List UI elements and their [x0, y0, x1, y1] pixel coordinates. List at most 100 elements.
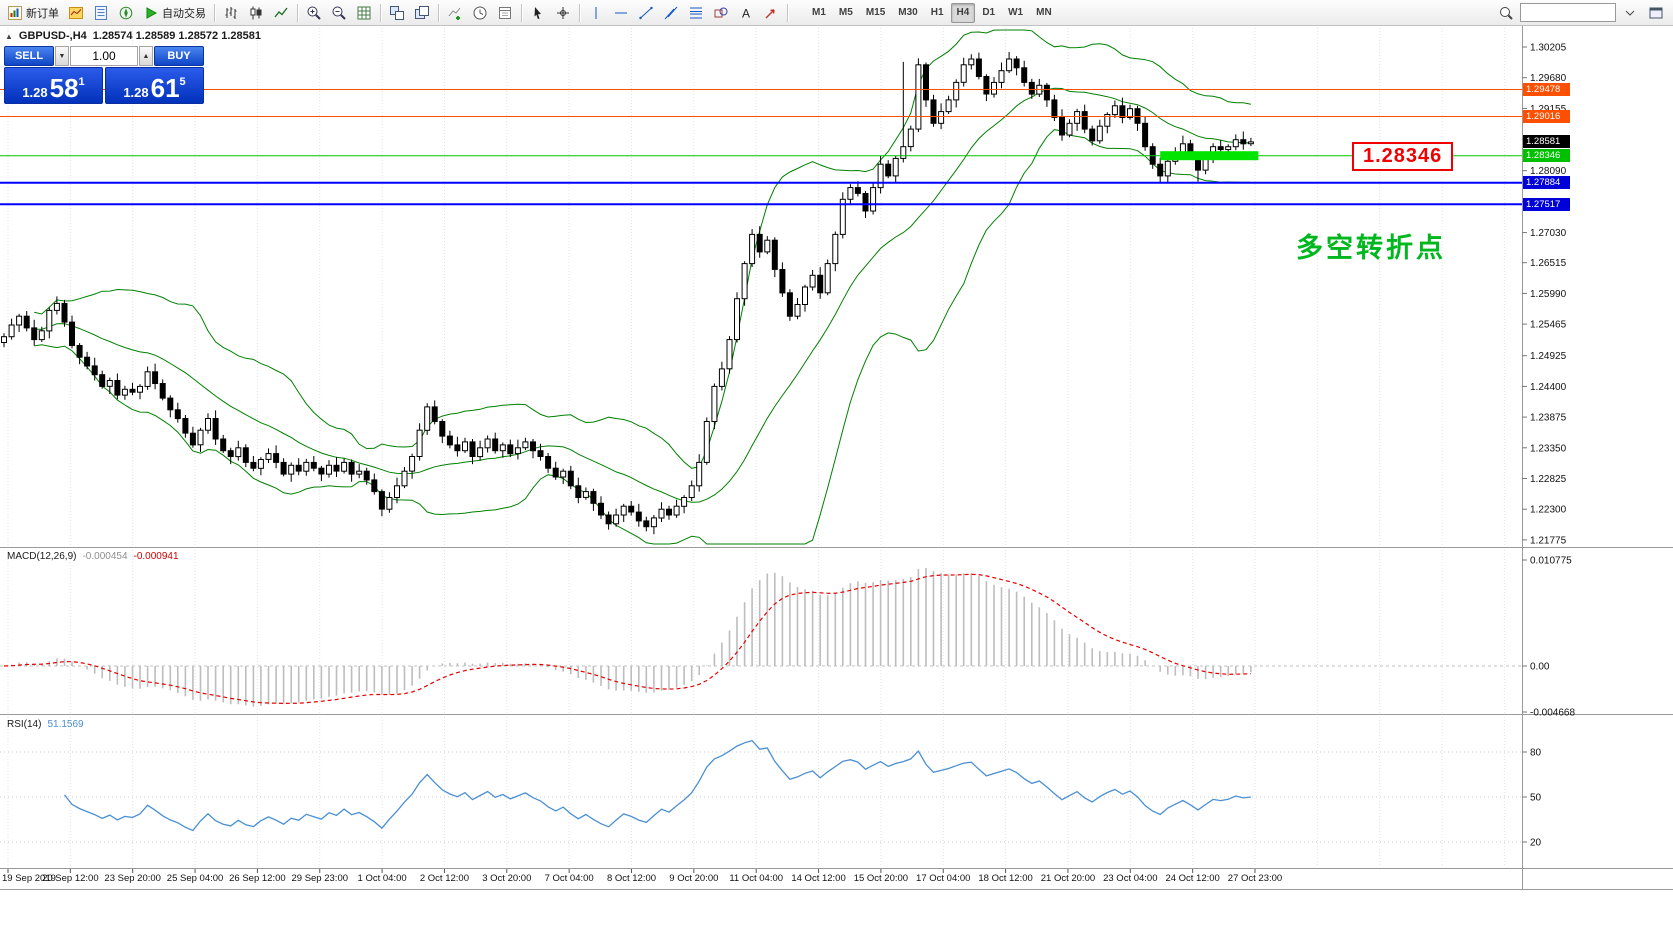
vertical-line-button[interactable] — [584, 2, 608, 24]
timeframe-button-h1[interactable]: H1 — [930, 7, 944, 18]
svg-text:23 Oct 04:00: 23 Oct 04:00 — [1103, 873, 1157, 884]
new-order-icon — [8, 5, 22, 20]
shapes-icon — [714, 7, 728, 17]
search-input[interactable] — [1520, 3, 1616, 22]
svg-text:0.010775: 0.010775 — [1530, 556, 1572, 567]
svg-text:1.21775: 1.21775 — [1530, 535, 1567, 546]
resistance-label-1[interactable]: 1.29478 — [1523, 83, 1570, 96]
data-window-icon — [95, 5, 107, 20]
toolbar-separator — [521, 3, 522, 22]
zoom-in-button[interactable] — [302, 2, 326, 24]
grid-lines — [7, 28, 1505, 867]
cursor-button[interactable] — [526, 2, 550, 24]
turning-point-note[interactable]: 多空转折点 — [1296, 233, 1446, 263]
candlestick-button[interactable] — [244, 2, 268, 24]
autotrading-button-label: 自动交易 — [162, 7, 206, 20]
fibo-icon — [690, 7, 702, 18]
sell-price-pane[interactable]: 1.28 58 1 — [4, 67, 103, 104]
current-price-label: 1.28581 — [1523, 135, 1570, 149]
navigator-button[interactable] — [114, 2, 138, 24]
timeframe-button-m1[interactable]: M1 — [812, 7, 826, 18]
timeframe-button-m5[interactable]: M5 — [838, 7, 853, 18]
timeframe-button-d1[interactable]: D1 — [982, 7, 996, 18]
buy-button[interactable]: BUY — [154, 46, 204, 66]
toolbar-separator — [438, 3, 439, 22]
bar-chart-button[interactable] — [219, 2, 243, 24]
sell-button[interactable]: SELL — [4, 46, 54, 66]
svg-text:26 Sep 12:00: 26 Sep 12:00 — [229, 873, 286, 884]
zoom-out-button[interactable] — [327, 2, 351, 24]
candlestick-icon — [250, 6, 262, 19]
horizontal-line-button[interactable] — [609, 2, 633, 24]
fullscreen-button[interactable] — [1644, 2, 1668, 24]
toolbar-separator — [579, 3, 580, 22]
search-button[interactable] — [1494, 2, 1518, 24]
rsi-indicator-label: RSI(14) 51.1569 — [7, 719, 84, 730]
svg-text:0.00: 0.00 — [1530, 662, 1550, 673]
svg-text:9 Oct 20:00: 9 Oct 20:00 — [669, 873, 718, 884]
crosshair-icon — [557, 6, 569, 19]
svg-text:80: 80 — [1530, 748, 1542, 759]
macd-name: MACD(12,26,9) — [7, 551, 77, 562]
svg-text:21 Oct 20:00: 21 Oct 20:00 — [1041, 873, 1095, 884]
indicators-button[interactable] — [443, 2, 467, 24]
timeframe-button-w1[interactable]: W1 — [1008, 7, 1024, 18]
arrows-button[interactable] — [759, 2, 783, 24]
channel-button[interactable] — [659, 2, 683, 24]
new-order-button[interactable]: 新订单 — [3, 2, 63, 24]
fibonacci-button[interactable] — [684, 2, 708, 24]
clock-icon — [473, 6, 487, 19]
price-callout[interactable]: 1.28346 — [1352, 142, 1454, 171]
periods-button[interactable] — [468, 2, 492, 24]
candlestick-series — [1, 52, 1254, 535]
svg-text:18 Oct 12:00: 18 Oct 12:00 — [978, 873, 1032, 884]
timeframe-button-h4[interactable]: H4 — [950, 2, 976, 23]
tile-windows-button[interactable] — [385, 2, 409, 24]
svg-text:8 Oct 12:00: 8 Oct 12:00 — [607, 873, 656, 884]
crosshair-button[interactable] — [551, 2, 575, 24]
pivot-label[interactable]: 1.28346 — [1523, 149, 1570, 163]
svg-text:A: A — [742, 6, 750, 20]
market-watch-button[interactable] — [64, 2, 88, 24]
grid-button[interactable] — [352, 2, 376, 24]
text-button[interactable]: A — [734, 2, 758, 24]
volume-increase-button[interactable]: ▲ — [139, 46, 153, 66]
trendline-button[interactable] — [634, 2, 658, 24]
shapes-button[interactable] — [709, 2, 733, 24]
zoom-out-icon — [332, 6, 346, 20]
hline-icon — [615, 12, 627, 13]
svg-text:1.23875: 1.23875 — [1530, 413, 1567, 424]
svg-text:14 Oct 12:00: 14 Oct 12:00 — [791, 873, 845, 884]
rsi-value: 51.1569 — [47, 719, 84, 730]
data-window-button[interactable] — [89, 2, 113, 24]
macd-main-value: -0.000454 — [82, 551, 128, 562]
svg-text:1.29680: 1.29680 — [1530, 73, 1567, 84]
svg-text:20 Sep 12:00: 20 Sep 12:00 — [42, 873, 99, 884]
templates-button[interactable] — [493, 2, 517, 24]
play-icon — [146, 6, 158, 19]
one-click-trading-panel: SELL ▼ ▲ BUY 1.28 58 1 1.28 61 5 — [4, 46, 204, 104]
buy-price-pane[interactable]: 1.28 61 5 — [105, 67, 204, 104]
toolbar: 新订单 自动交易 A M1 M5 M15 M30 H1 H4 D1 W1 MN — [0, 0, 1673, 26]
timeframe-button-m30[interactable]: M30 — [898, 7, 918, 18]
chart-ohlc-values: 1.28574 1.28589 1.28572 1.28581 — [92, 30, 261, 42]
svg-text:23 Sep 20:00: 23 Sep 20:00 — [104, 873, 161, 884]
sell-price-integer: 1.28 — [22, 85, 48, 100]
support-label-1[interactable]: 1.27884 — [1523, 176, 1570, 190]
line-chart-button[interactable] — [269, 2, 293, 24]
cascade-windows-button[interactable] — [410, 2, 434, 24]
horizontal-line-objects[interactable] — [0, 89, 1522, 206]
svg-text:15 Oct 20:00: 15 Oct 20:00 — [854, 873, 908, 884]
volume-input[interactable] — [70, 46, 138, 66]
autotrading-button[interactable]: 自动交易 — [139, 2, 210, 24]
volume-decrease-button[interactable]: ▼ — [55, 46, 69, 66]
collapse-trade-panel-icon[interactable]: ▲ — [5, 31, 13, 41]
timeframe-button-m15[interactable]: M15 — [865, 7, 886, 18]
resistance-label-2[interactable]: 1.29016 — [1523, 110, 1570, 123]
timeframe-button-mn[interactable]: MN — [1036, 7, 1052, 18]
support-label-2[interactable]: 1.27517 — [1523, 197, 1570, 211]
pivot-highlight-segment[interactable] — [1160, 151, 1259, 161]
search-history-dropdown[interactable] — [1618, 2, 1642, 24]
price-scale: 1.302051.296801.291551.286301.280901.275… — [1522, 43, 1575, 849]
